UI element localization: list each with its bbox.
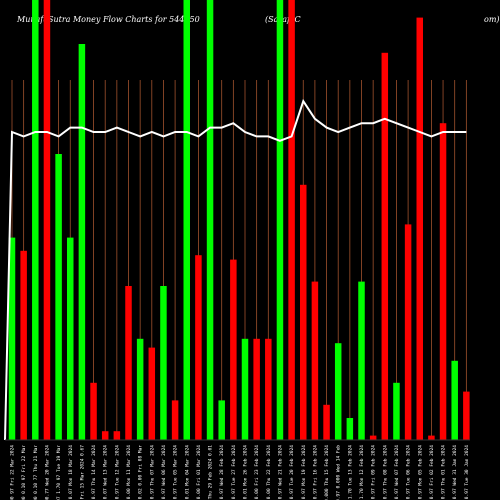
bar bbox=[101, 431, 109, 440]
bar bbox=[334, 343, 342, 440]
bar bbox=[463, 391, 470, 440]
bar bbox=[195, 255, 202, 440]
bar bbox=[265, 338, 272, 440]
x-tick-label: 0.9 Fri 15 Mar 2024 0.67 bbox=[79, 445, 85, 500]
bar bbox=[404, 224, 412, 440]
x-tick-label: 0.97 Tue 30 Jan 2024 bbox=[464, 445, 470, 499]
x-tick-label: 0.99 0.07 Wed 13 Mar 2024 bbox=[103, 445, 109, 500]
x-tick-label: 0.00 0.01 Mon 04 Mar 2024 bbox=[184, 445, 190, 500]
x-tick-label: 0.97 0.97 Tue 12 Mar 2024 bbox=[114, 445, 120, 500]
bar bbox=[55, 154, 62, 440]
x-tick-label: 0.01 Thu 29 Feb 2024 0.01 bbox=[208, 445, 214, 500]
bar bbox=[113, 431, 121, 440]
x-tick-label: 1.00 0.97 Thu 14 Mar 2024 bbox=[91, 445, 97, 500]
bar bbox=[288, 0, 295, 440]
x-tick-label: 0.97 Mon 05 Feb 2024 bbox=[417, 445, 423, 499]
bar bbox=[439, 123, 447, 440]
bars bbox=[8, 0, 470, 441]
bar bbox=[369, 435, 377, 440]
x-tick-label: 0.97 Fri 09 Feb 2024 bbox=[371, 445, 377, 499]
x-tick-label: 0.01 0.00 Thu 22 Feb 2024 bbox=[266, 445, 272, 500]
x-tick-label: 0.01 0.00 Fri 23 Feb 2024 bbox=[254, 445, 260, 500]
bar bbox=[358, 281, 365, 440]
x-tick-label: 0.97 Mon 19 Feb 2024 bbox=[301, 445, 307, 499]
x-tick-label: 0.97 0.000 Wed 14 Feb bbox=[336, 445, 342, 500]
chart-title-right-tail: om) bbox=[484, 15, 500, 24]
x-tick-labels: 1.00 97 Fri 22 Mar 2024 0000 0.10 97 Fri … bbox=[10, 445, 470, 500]
bar bbox=[241, 338, 249, 440]
x-tick-label: 0.97 Fri 02 Feb 2024 bbox=[429, 445, 435, 499]
bar bbox=[171, 400, 179, 440]
x-tick-label: 0.97 Wed 07 Feb 2024 bbox=[394, 445, 400, 499]
bar bbox=[160, 286, 167, 440]
bar bbox=[451, 360, 458, 440]
x-tick-label: 0.97 1.70 Mon 12 Feb 2024 bbox=[359, 445, 365, 500]
money-flow-line bbox=[4, 98, 467, 441]
bar bbox=[323, 404, 330, 440]
bar bbox=[90, 382, 97, 440]
x-tick-label: 0.97 Thu 01 Feb 2024 bbox=[441, 445, 447, 499]
bar bbox=[20, 250, 27, 440]
x-tick-label: 0.97 1.70 97 Tue 19 Mar bbox=[56, 445, 62, 500]
bar bbox=[218, 400, 225, 440]
bar bbox=[183, 0, 190, 440]
chart-title: MunafaSutra Money Flow Charts for 544250 bbox=[16, 15, 200, 24]
bar bbox=[125, 286, 132, 440]
bar bbox=[346, 418, 354, 440]
x-tick-label: 0.99 0.97 Wed 06 Mar 2024 bbox=[161, 445, 167, 500]
bar bbox=[67, 237, 74, 440]
bar bbox=[78, 44, 86, 440]
x-tick-label: 1.00 97 Fri 22 Mar 2024 bbox=[10, 445, 16, 500]
bar bbox=[206, 0, 214, 440]
bar bbox=[230, 259, 237, 440]
x-tick-label: 1000 0.10 77 Thu 21 Mar bbox=[33, 445, 39, 500]
x-tick-label: 1.00 0.97 Wed 21 Feb 2024 bbox=[277, 445, 283, 500]
x-tick-label: 0.07 0.97 Thu 07 Mar 2024 bbox=[149, 445, 155, 500]
bar bbox=[276, 0, 284, 440]
x-tick-label: 0.00 0.01 Mon 26 Feb 2024 bbox=[243, 445, 249, 500]
x-tick-label: 0.02 0.00 Mon 11 Mar 2024 bbox=[126, 445, 132, 500]
x-tick-label: 0.02 0.00 Fri 08 Mar bbox=[138, 445, 144, 499]
x-tick-label: 0.97 Tue 05 Mar 2024 bbox=[173, 445, 179, 499]
x-tick-label: 0000 0.10 97 Fri 22 Mar bbox=[21, 445, 27, 500]
bar bbox=[428, 435, 435, 440]
bar bbox=[311, 281, 319, 440]
x-tick-label: 0.97 Wed 31 Jan 2024 bbox=[452, 445, 458, 499]
bar bbox=[136, 338, 144, 440]
bar bbox=[32, 0, 39, 440]
bar bbox=[253, 338, 260, 440]
bar bbox=[300, 184, 307, 440]
bar bbox=[148, 347, 156, 440]
x-tick-label: 0.000 Thu 15 Feb 2024 bbox=[324, 445, 330, 500]
x-tick-label: 0.97 Tue 06 Feb 2024 bbox=[406, 445, 412, 499]
x-tick-label: 0.97 Tue 27 Feb 2024 bbox=[231, 445, 237, 499]
x-tick-label: 0.97 Fri 16 Feb 2024 bbox=[312, 445, 318, 499]
x-tick-label: 000.77 Wed 20 Mar 2024 bbox=[44, 445, 50, 500]
x-tick-label: 0.97 Thu 08 Feb 2024 bbox=[382, 445, 388, 499]
bar bbox=[416, 17, 423, 440]
x-tick-label: 0.01 0.00 Fri 01 Mar 2024 bbox=[196, 445, 202, 500]
x-tick-label: 0.97 1.70 Tue 13 Feb 2024 bbox=[347, 445, 353, 500]
bar bbox=[8, 237, 16, 440]
x-tick-label: 1.00 0.97 Wed 28 Feb 2024 bbox=[219, 445, 225, 500]
bar bbox=[381, 52, 389, 441]
bar bbox=[393, 382, 400, 440]
x-tick-label: 0.97 Tue 20 Feb 2024 bbox=[289, 445, 295, 499]
bar bbox=[43, 0, 51, 440]
x-tick-label: 0.99 0.07 Mon 18 Mar 2024 bbox=[68, 445, 74, 500]
